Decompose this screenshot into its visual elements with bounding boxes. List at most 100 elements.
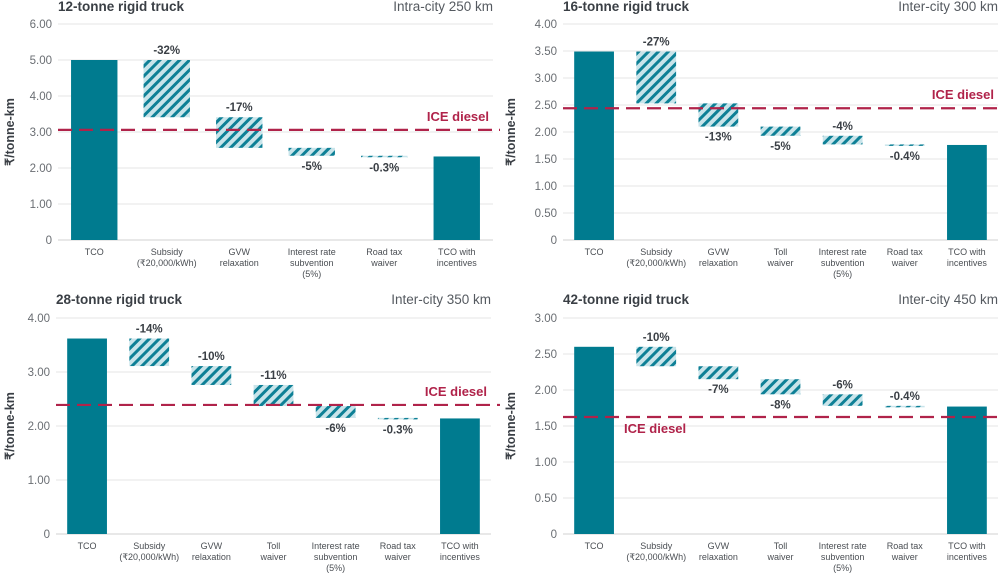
bar-decrease xyxy=(377,417,418,420)
data-label: -5% xyxy=(770,141,790,153)
y-tick-label: 2.00 xyxy=(28,421,50,433)
bar-decrease xyxy=(822,394,863,406)
bar-decrease xyxy=(129,338,170,367)
y-tick-label: 1.00 xyxy=(30,199,52,211)
x-category-label: Interest rate xyxy=(312,541,360,551)
bar-tco-with-incentives xyxy=(947,406,987,534)
x-category-label: waiver xyxy=(384,552,411,562)
y-tick-label: 2.00 xyxy=(535,127,557,139)
x-category-label: TCO with xyxy=(948,247,986,257)
chart-subtitle: Inter-city 450 km xyxy=(898,292,998,307)
y-tick-label: 2.50 xyxy=(535,100,557,112)
bar-decrease xyxy=(760,126,801,136)
x-category-label: (₹20,000/kWh) xyxy=(119,552,179,562)
y-axis-label: ₹/tonne-km xyxy=(3,98,17,166)
bar-decrease xyxy=(288,147,335,156)
data-label: -0.4% xyxy=(890,151,920,163)
x-category-label: (5%) xyxy=(833,563,852,573)
data-label: -7% xyxy=(708,384,728,396)
x-category-label: relaxation xyxy=(220,258,259,268)
x-category-label: incentives xyxy=(947,552,988,562)
data-label: -5% xyxy=(302,161,322,173)
panel-12-tonne: 12-tonne rigid truck Intra-city 250 km 0 1.… xyxy=(0,0,500,288)
waterfall-chart: 16-tonne rigid truck Inter-city 300 km 0 0.… xyxy=(504,0,1000,279)
data-label: -0.4% xyxy=(890,391,920,403)
x-category-label: Road tax xyxy=(366,247,403,257)
bar-decrease xyxy=(253,384,294,407)
x-category-label: Road tax xyxy=(887,541,924,551)
x-category-label: Toll xyxy=(774,247,788,257)
bar-tco-with-incentives xyxy=(433,156,480,240)
x-category-label: subvention xyxy=(821,258,865,268)
x-category-label: Subsidy xyxy=(640,247,673,257)
y-tick-label: 2.00 xyxy=(30,163,52,175)
panel-28-tonne: 28-tonne rigid truck Inter-city 350 km 0 1.… xyxy=(0,288,500,576)
bar-decrease xyxy=(636,346,677,367)
x-category-label: Subsidy xyxy=(151,247,184,257)
data-label: -4% xyxy=(832,121,852,133)
data-label: -6% xyxy=(832,379,852,391)
data-label: -11% xyxy=(260,370,286,382)
x-category-label: GVW xyxy=(708,541,730,551)
ice-diesel-label: ICE diesel xyxy=(624,421,686,436)
x-category-label: TCO with xyxy=(438,247,476,257)
y-tick-label: 5.00 xyxy=(30,55,52,67)
bar-tco xyxy=(71,60,118,240)
data-label: -14% xyxy=(136,324,163,336)
x-category-label: TCO with xyxy=(441,541,479,551)
x-category-label: TCO xyxy=(585,541,604,551)
y-axis-label: ₹/tonne-km xyxy=(504,98,518,166)
data-label: -0.3% xyxy=(383,424,413,436)
x-category-label: subvention xyxy=(821,552,865,562)
x-category-label: waiver xyxy=(259,552,286,562)
y-tick-label: 1.50 xyxy=(535,154,557,166)
y-tick-label: 2.00 xyxy=(535,385,557,397)
x-category-label: TCO xyxy=(78,541,97,551)
x-category-label: Subsidy xyxy=(640,541,673,551)
data-label: -32% xyxy=(153,45,180,57)
data-label: -10% xyxy=(643,332,670,344)
data-label: -17% xyxy=(226,102,253,114)
y-tick-label: 0.50 xyxy=(535,208,557,220)
bar-tco-with-incentives xyxy=(947,144,987,240)
y-tick-label: 0 xyxy=(551,235,557,247)
x-category-label: Road tax xyxy=(380,541,417,551)
chart-subtitle: Inter-city 350 km xyxy=(391,292,491,307)
ice-diesel-label: ICE diesel xyxy=(427,109,489,124)
x-category-label: relaxation xyxy=(699,258,738,268)
bar-decrease xyxy=(143,60,190,118)
ice-diesel-label: ICE diesel xyxy=(425,384,487,399)
y-tick-label: 0.50 xyxy=(535,493,557,505)
waterfall-chart: 28-tonne rigid truck Inter-city 350 km 0 1.… xyxy=(3,292,500,573)
bar-decrease xyxy=(760,379,801,395)
data-label: -27% xyxy=(643,37,670,49)
bar-decrease xyxy=(822,135,863,145)
x-category-label: GVW xyxy=(229,247,251,257)
x-category-label: TCO with xyxy=(948,541,986,551)
y-tick-label: 3.50 xyxy=(535,46,557,58)
x-category-label: GVW xyxy=(708,247,730,257)
x-category-label: subvention xyxy=(290,258,334,268)
bar-decrease xyxy=(216,117,263,148)
y-tick-label: 0 xyxy=(44,529,50,541)
panel-16-tonne: 16-tonne rigid truck Inter-city 300 km 0 0.… xyxy=(500,0,1000,288)
y-tick-label: 4.00 xyxy=(28,313,50,325)
y-tick-label: 1.50 xyxy=(535,421,557,433)
x-category-label: subvention xyxy=(314,552,358,562)
bar-decrease xyxy=(884,144,925,146)
x-category-label: Subsidy xyxy=(133,541,166,551)
x-category-label: Interest rate xyxy=(819,247,867,257)
x-category-label: incentives xyxy=(440,552,481,562)
chart-subtitle: Intra-city 250 km xyxy=(393,0,493,14)
bar-tco-with-incentives xyxy=(440,418,480,534)
bar-decrease xyxy=(884,405,925,408)
y-tick-label: 2.50 xyxy=(535,349,557,361)
y-axis-label: ₹/tonne-km xyxy=(3,392,17,460)
data-label: -6% xyxy=(325,423,345,435)
chart-title: 12-tonne rigid truck xyxy=(58,0,185,14)
x-category-label: Road tax xyxy=(887,247,924,257)
panel-42-tonne: 42-tonne rigid truck Inter-city 450 km 0 0.… xyxy=(500,288,1000,576)
x-category-label: (₹20,000/kWh) xyxy=(626,552,686,562)
waterfall-chart: 42-tonne rigid truck Inter-city 450 km 0 0.… xyxy=(504,292,1000,573)
y-tick-label: 0 xyxy=(551,529,557,541)
